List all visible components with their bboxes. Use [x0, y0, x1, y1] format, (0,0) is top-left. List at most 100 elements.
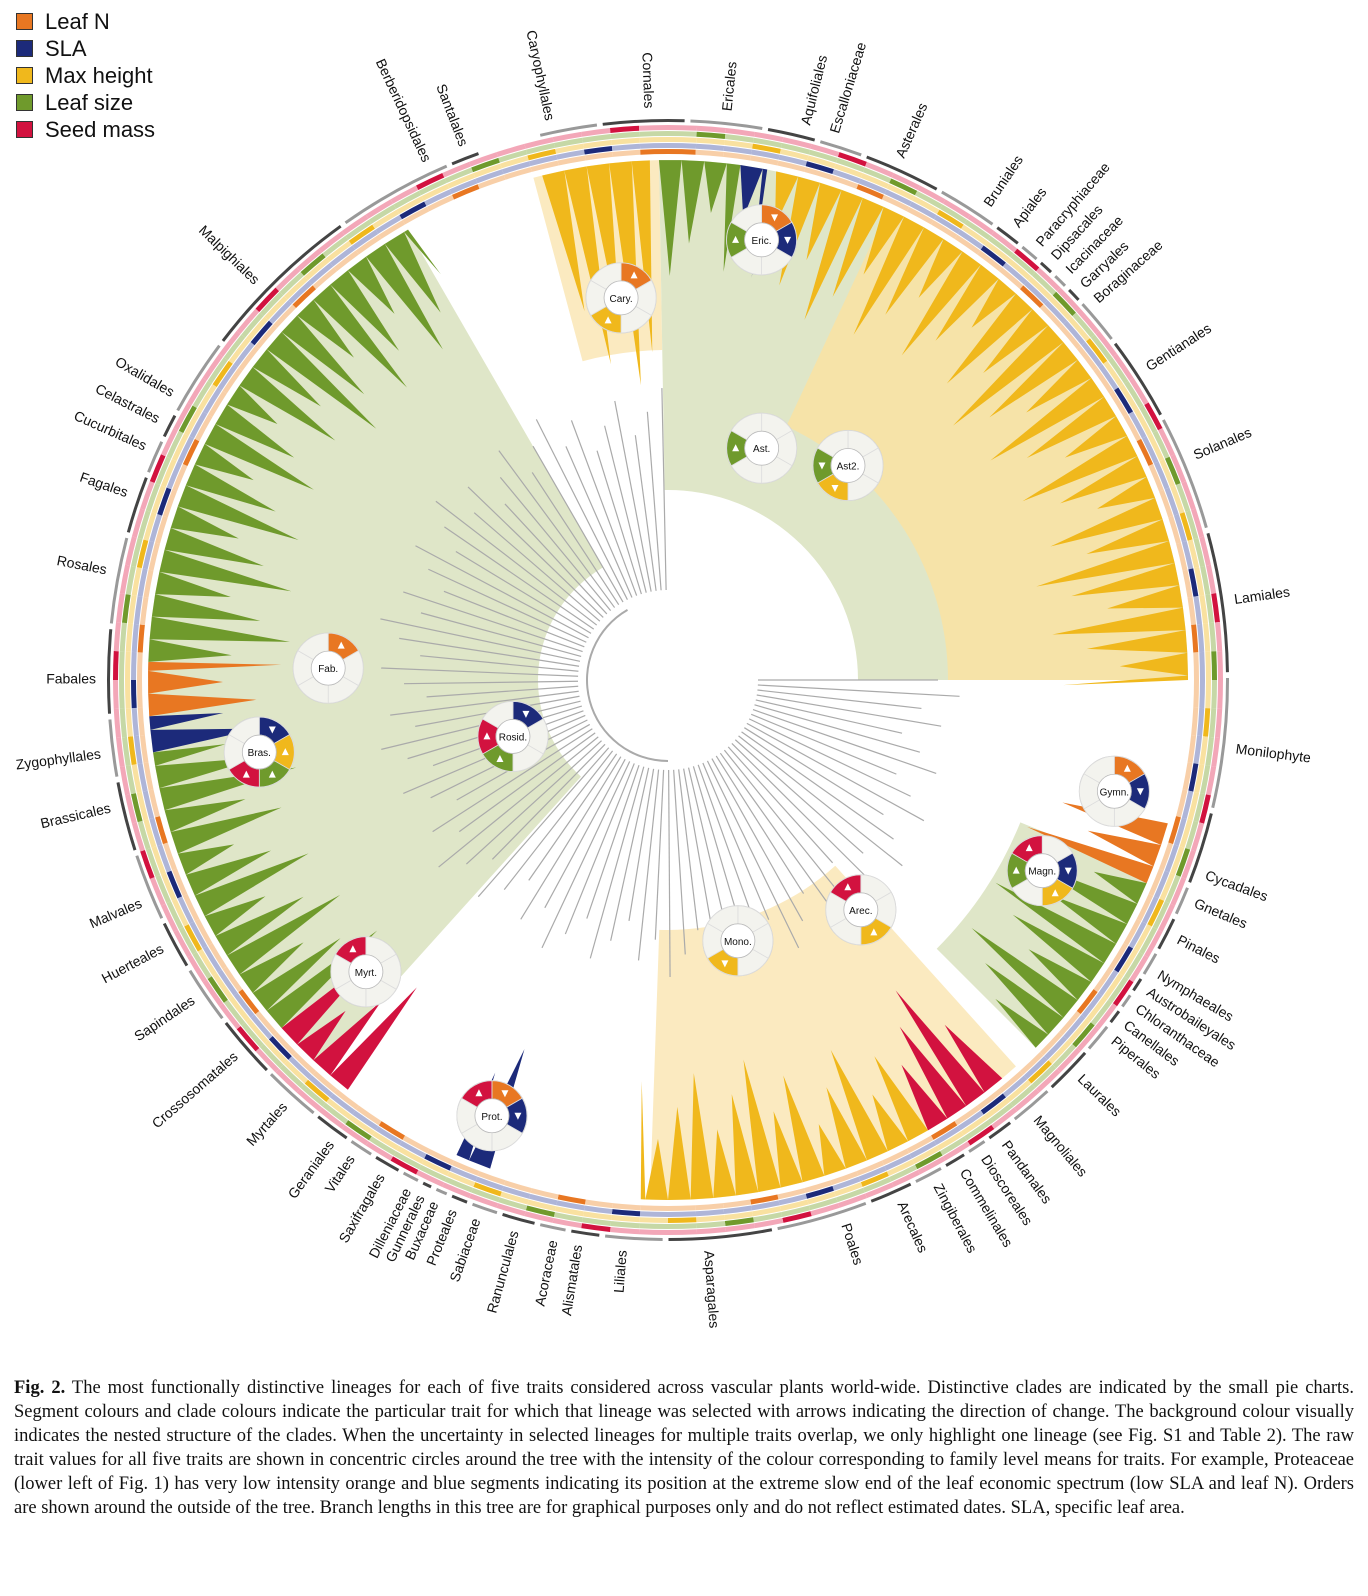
tip-fan	[773, 1111, 803, 1188]
trait-ring-segment	[529, 154, 558, 167]
tip-fan	[164, 527, 264, 566]
trait-ring-segment	[260, 1044, 284, 1069]
trait-ring-segment	[980, 1093, 1006, 1115]
trait-ring-segment	[1193, 793, 1206, 823]
trait-ring-segment	[1108, 357, 1129, 384]
clade-pie: Gymn.	[1078, 755, 1150, 827]
trait-ring-segment	[255, 287, 280, 312]
trait-ring-segment	[611, 1209, 641, 1217]
order-arc	[502, 1213, 535, 1225]
trait-ring-segment	[273, 1031, 297, 1056]
trait-ring-segment	[496, 1203, 526, 1217]
trait-ring-segment	[284, 1060, 309, 1084]
order-arc	[116, 782, 137, 851]
tree-branch	[565, 446, 633, 598]
trait-ring-segment	[1158, 428, 1176, 457]
tree-branch	[748, 718, 911, 797]
trait-ring-segment	[318, 230, 345, 253]
order-arc	[1039, 261, 1053, 274]
clade-label: Cary.	[610, 294, 633, 305]
tree-branch	[589, 766, 645, 959]
trait-ring-segment	[582, 1217, 612, 1226]
lamiid-yellow-region	[786, 213, 1183, 680]
trait-ring-segment	[149, 454, 166, 483]
trait-ring-segment	[610, 131, 640, 139]
trait-ring-segment	[638, 1229, 668, 1235]
max-height-swatch	[16, 67, 33, 84]
trait-ring-segment	[368, 1136, 396, 1156]
trait-ring-segment	[133, 595, 143, 625]
order-arc	[162, 414, 177, 438]
trait-ring-segment	[125, 651, 131, 680]
tree-branch	[741, 731, 894, 840]
trait-ring-segment	[1193, 595, 1203, 625]
trait-ring-segment	[836, 157, 865, 173]
trait-ring-segment	[375, 214, 402, 234]
clade-label: Ast2.	[837, 462, 860, 473]
trait-ring-segment	[1119, 949, 1139, 976]
trait-ring-segment	[496, 143, 526, 157]
trait-ring-segment	[418, 178, 447, 196]
trait-ring-segment	[161, 872, 177, 901]
trait-ring-segment	[475, 169, 504, 184]
order-arc	[1188, 813, 1213, 883]
tip-fan	[252, 349, 321, 407]
tip-fan	[194, 443, 254, 481]
tree-branch	[528, 753, 618, 881]
order-label: Apiales	[1009, 184, 1050, 230]
order-label: Rosales	[56, 552, 109, 577]
clade-label: Myrt.	[355, 968, 377, 979]
trait-ring-segment	[556, 149, 585, 160]
trait-ring-segment	[273, 304, 297, 329]
trait-ring-segment	[957, 1110, 984, 1131]
trait-ring-segment	[1002, 1075, 1028, 1098]
trait-ring-segment	[157, 487, 172, 516]
trait-ring-segment	[639, 143, 668, 149]
trait-ring-segment	[1136, 893, 1154, 922]
trait-ring-segment	[1175, 483, 1191, 512]
trait-ring-segment	[937, 1131, 964, 1151]
trait-ring-segment	[856, 184, 884, 200]
tree-branch	[731, 742, 870, 881]
order-arc	[1142, 953, 1158, 975]
arrow-down-icon	[831, 485, 839, 493]
trait-ring-segment	[296, 248, 322, 272]
trait-ring-segment	[640, 149, 668, 155]
order-label: Brassicales	[39, 800, 112, 832]
trait-ring-segment	[475, 1176, 504, 1191]
trait-ring-segment	[1086, 338, 1108, 364]
trait-ring-segment	[1203, 708, 1211, 737]
trait-ring-segment	[753, 137, 783, 148]
order-label: Monilophyte	[1235, 740, 1312, 765]
tree-branch	[755, 699, 903, 734]
trait-ring-segment	[155, 456, 172, 486]
legend-item-max-height: Max height	[16, 62, 155, 89]
arrow-down-icon	[1136, 788, 1144, 796]
order-label: Cornales	[639, 52, 657, 109]
trait-ring-segment	[1211, 593, 1220, 623]
trait-ring-segment	[1010, 253, 1036, 276]
trait-ring-segment	[125, 536, 137, 566]
trait-ring-segment	[184, 924, 203, 952]
tree-branch	[477, 747, 610, 898]
trait-ring-segment	[725, 1223, 755, 1232]
trait-ring-segment	[581, 128, 611, 137]
trait-ring-segment	[113, 680, 119, 710]
trait-ring-segment	[583, 1205, 613, 1215]
trait-ring-segment	[137, 763, 148, 792]
tip-fan	[1086, 630, 1188, 653]
tree-branch	[544, 758, 626, 909]
tip-fan	[874, 1056, 928, 1142]
tree-branch	[610, 767, 650, 941]
trait-ring-segment	[288, 280, 313, 304]
trait-ring-segment	[260, 291, 284, 316]
trait-ring-segment	[393, 190, 422, 209]
order-label: Arecales	[895, 1199, 932, 1255]
trait-ring-segment	[330, 1093, 356, 1115]
trait-ring-segment	[1148, 464, 1164, 492]
tip-fan	[990, 378, 1105, 461]
tree-branch	[692, 766, 738, 916]
order-arc	[945, 1153, 965, 1167]
trait-ring-segment	[304, 1079, 330, 1102]
order-label: Alismatales	[558, 1244, 585, 1317]
